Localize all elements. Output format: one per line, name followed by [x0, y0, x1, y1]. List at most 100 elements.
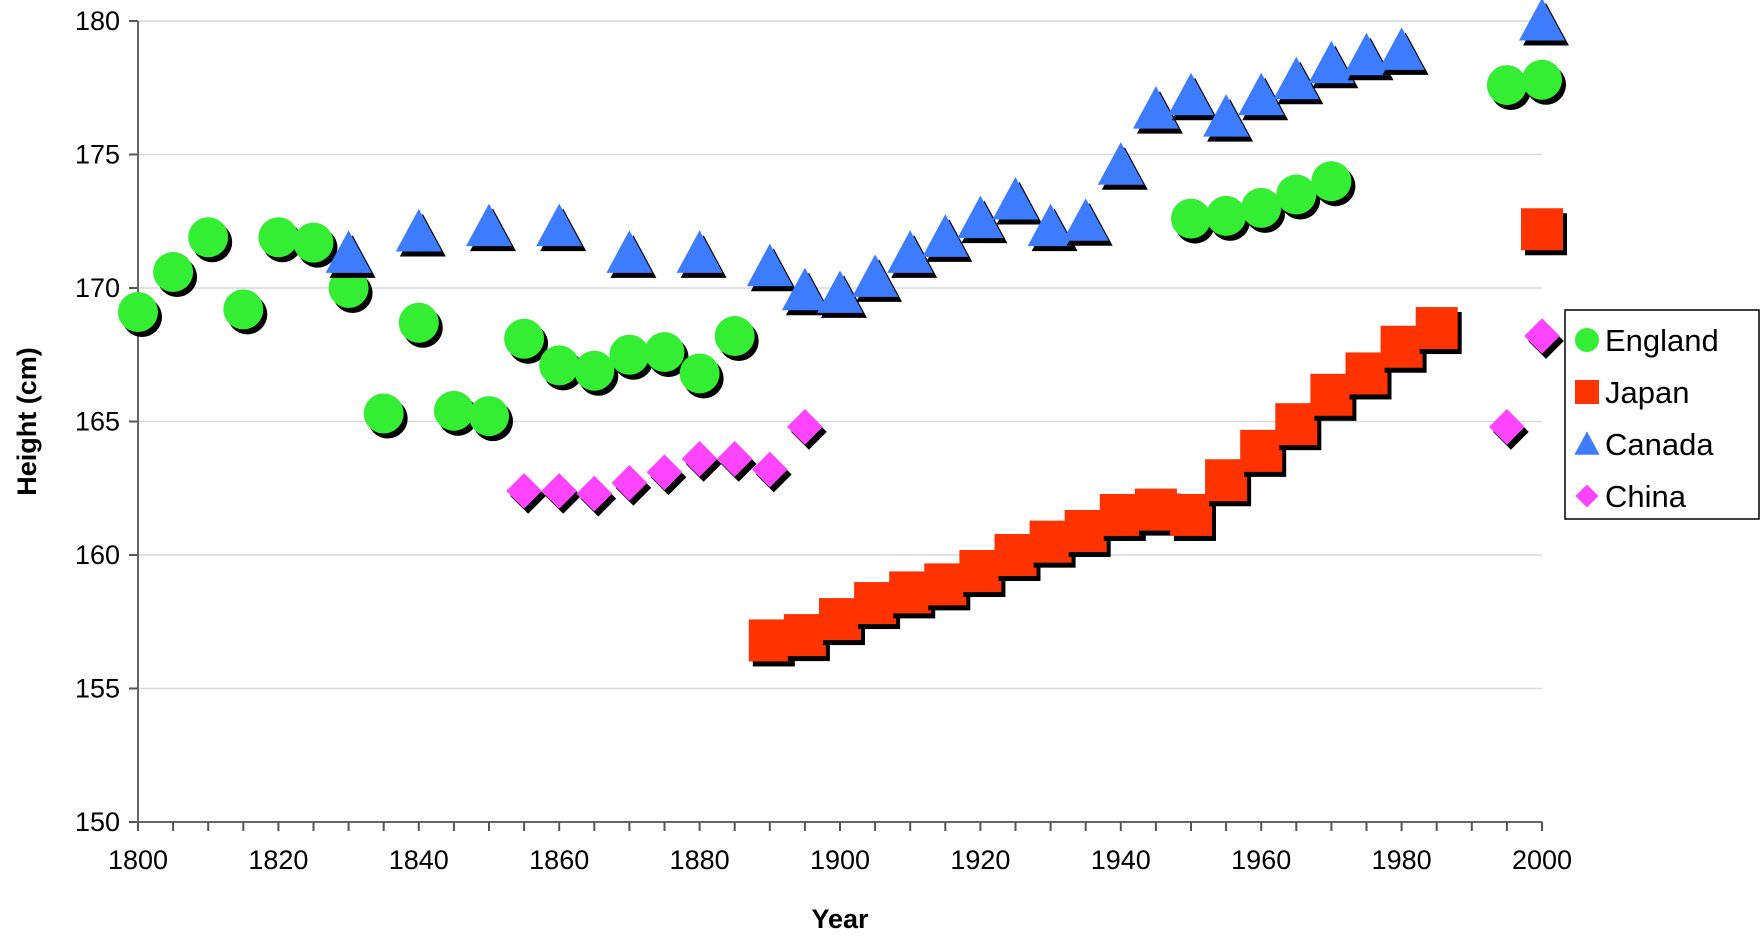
england-point	[1311, 161, 1352, 202]
canada-point	[746, 243, 793, 287]
x-tick-label: 1980	[1372, 845, 1432, 875]
japan-point	[1099, 493, 1142, 536]
y-tick-label: 160	[75, 540, 120, 570]
canada-legend-label: Canada	[1605, 427, 1714, 462]
canada-point	[1027, 203, 1074, 247]
england-point	[258, 217, 299, 258]
canada-point	[395, 208, 442, 252]
canada-point	[1519, 0, 1565, 41]
canada-point	[1378, 27, 1425, 70]
japan-point	[1521, 208, 1563, 251]
canada-point	[676, 230, 723, 273]
england-point	[714, 316, 755, 357]
england-point	[1486, 65, 1527, 106]
china-point	[716, 441, 753, 477]
canada-point	[1343, 32, 1390, 76]
china-point	[1489, 408, 1525, 445]
canada-point	[1062, 198, 1109, 241]
england-point	[644, 332, 685, 373]
england-point	[574, 350, 615, 391]
japan-point	[1170, 493, 1212, 536]
japan-point	[959, 550, 1002, 593]
england-point	[328, 268, 369, 308]
axes	[129, 20, 1543, 831]
england-point	[539, 345, 580, 386]
japan-point	[854, 582, 897, 625]
japan-point	[1415, 307, 1458, 350]
japan-legend-marker	[1575, 380, 1599, 404]
japan-point	[889, 571, 932, 614]
canada-point	[1273, 56, 1320, 100]
england-point	[679, 353, 720, 394]
england-point	[1206, 195, 1247, 236]
japan-point	[1029, 520, 1072, 563]
x-tick-label: 1880	[670, 845, 730, 875]
canada-point	[1168, 72, 1214, 116]
canada-point	[1203, 94, 1250, 137]
japan-legend-label: Japan	[1605, 375, 1689, 410]
england-point	[118, 292, 158, 333]
y-tick-label: 175	[75, 140, 120, 170]
x-tick-label: 1800	[108, 845, 168, 875]
japan-point	[1064, 509, 1107, 552]
japan-point	[1380, 325, 1423, 368]
canada-point	[1238, 72, 1285, 116]
china-point	[751, 451, 788, 488]
canada-point	[1097, 142, 1144, 185]
canada-point	[606, 230, 653, 273]
y-axis-title: Height (cm)	[12, 347, 42, 496]
canada-point	[536, 203, 583, 247]
canada-point	[1132, 86, 1179, 129]
x-tick-label: 2000	[1512, 845, 1572, 875]
japan-point	[783, 614, 826, 657]
canada-legend-marker	[1574, 431, 1600, 455]
japan-point	[924, 563, 967, 606]
england-legend-marker	[1575, 328, 1599, 352]
china-point	[646, 454, 683, 491]
japan-point	[1275, 403, 1318, 446]
x-axis-title: Year	[811, 904, 869, 934]
y-tick-label: 180	[75, 6, 120, 36]
england-point	[153, 251, 194, 292]
england-point	[223, 289, 264, 330]
x-tick-label: 1920	[950, 845, 1010, 875]
x-tick-label: 1900	[810, 845, 870, 875]
china-point	[541, 473, 578, 509]
england-point	[504, 318, 545, 359]
canada-point	[957, 195, 1004, 239]
england-point	[363, 393, 404, 434]
y-tick-label: 155	[75, 674, 120, 704]
japan-point	[819, 598, 861, 641]
japan-point	[1310, 373, 1353, 416]
japan-point	[1345, 352, 1388, 395]
china-point	[506, 473, 542, 509]
england-point	[609, 334, 650, 375]
canada-point	[325, 230, 372, 273]
canada-point	[1308, 40, 1355, 84]
legend: England Japan Canada China	[1564, 309, 1760, 520]
canada-point	[922, 214, 969, 257]
japan-point	[1240, 429, 1283, 472]
england-point	[293, 222, 334, 263]
canada-point	[852, 254, 899, 297]
china-point	[611, 465, 648, 501]
canada-point	[887, 230, 934, 273]
x-tick-label: 1860	[529, 845, 589, 875]
china-point	[681, 441, 718, 477]
x-tick-label: 1960	[1231, 845, 1291, 875]
x-tick-labels: 1800 1820 1840 1860 1880 1900 1920 1940 1960 1980…	[108, 845, 1572, 875]
china-legend-marker	[1575, 484, 1599, 508]
japan-point	[748, 619, 791, 662]
england-point	[433, 390, 474, 431]
japan-point	[1205, 459, 1248, 502]
japan-point	[994, 534, 1037, 576]
y-tick-labels: 150 155 160 165 170 175 180	[75, 6, 120, 837]
grid-lines	[138, 20, 1542, 690]
canada-point	[466, 203, 512, 247]
england-point	[469, 396, 509, 437]
y-tick-label: 170	[75, 273, 120, 303]
england-point	[1241, 187, 1282, 228]
china-point	[787, 408, 823, 445]
canada-point	[781, 267, 828, 311]
